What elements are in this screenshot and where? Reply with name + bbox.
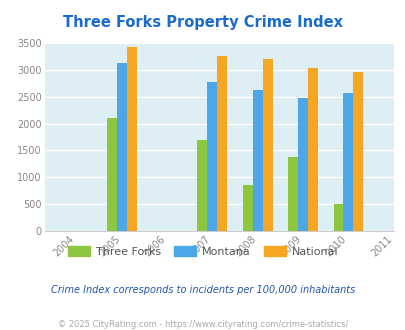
Bar (197, 140, 207, 231)
Text: Crime Index corresponds to incidents per 100,000 inhabitants: Crime Index corresponds to incidents per… (51, 285, 354, 295)
Bar (307, 68, 317, 231)
Bar (333, 204, 343, 231)
Text: © 2025 CityRating.com - https://www.cityrating.com/crime-statistics/: © 2025 CityRating.com - https://www.city… (58, 320, 347, 329)
Bar (353, 73, 362, 231)
Bar (207, 82, 217, 231)
Bar (242, 185, 252, 231)
Bar (343, 93, 353, 231)
Bar (107, 118, 117, 231)
Legend: Three Forks, Montana, National: Three Forks, Montana, National (63, 242, 342, 261)
Bar (297, 98, 307, 231)
Bar (262, 59, 272, 231)
Bar (252, 90, 262, 231)
Bar (117, 63, 126, 231)
Bar (288, 157, 297, 231)
Bar (126, 47, 136, 231)
Bar (217, 56, 227, 231)
Text: Three Forks Property Crime Index: Three Forks Property Crime Index (63, 15, 342, 30)
